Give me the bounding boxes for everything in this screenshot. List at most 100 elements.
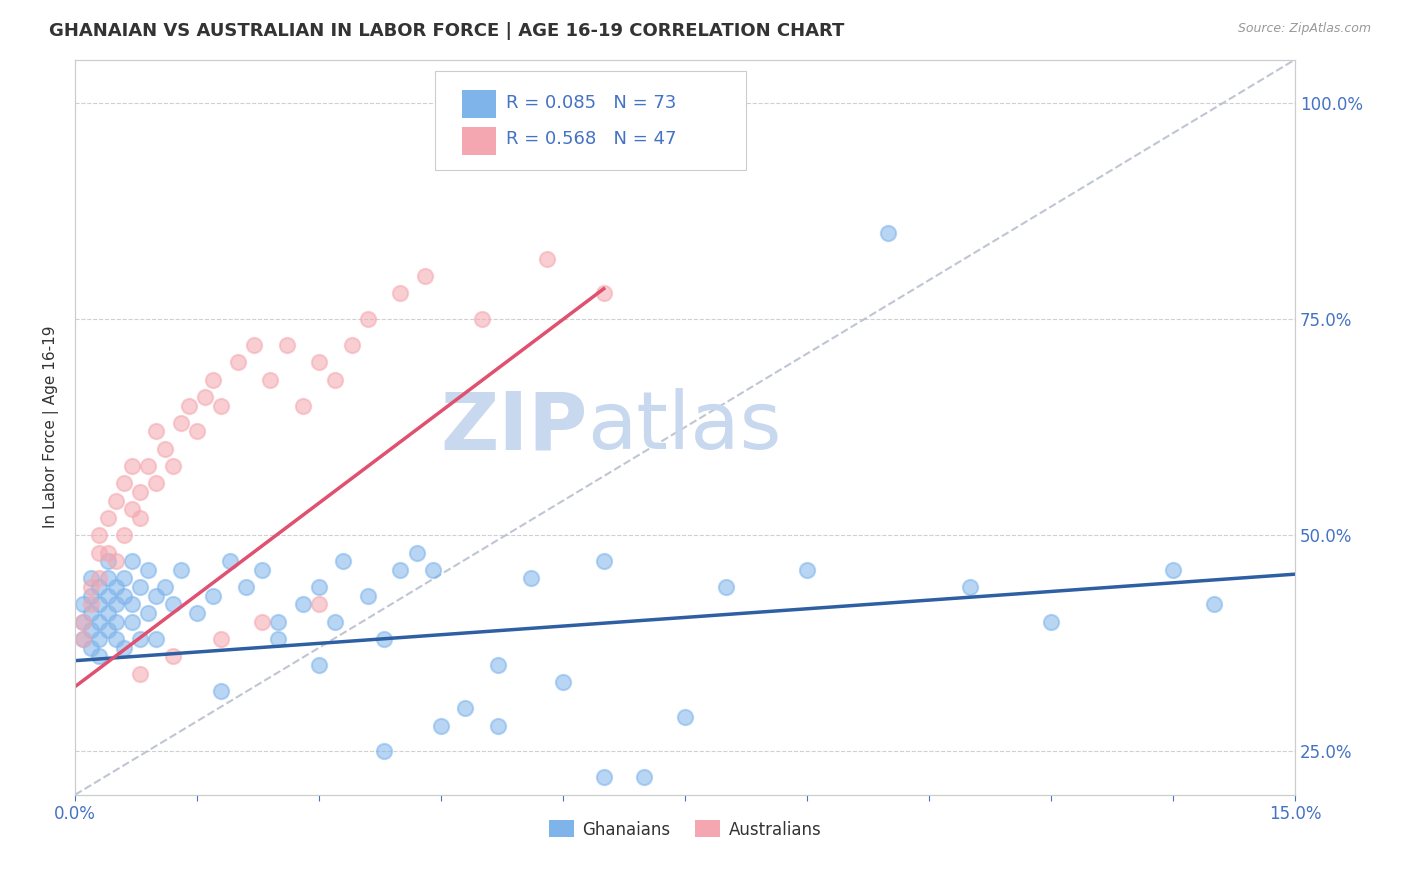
Point bbox=[536, 252, 558, 266]
Point bbox=[97, 545, 120, 559]
Point bbox=[89, 572, 111, 586]
Point bbox=[136, 563, 159, 577]
Bar bbox=[461, 128, 496, 155]
Point bbox=[430, 718, 453, 732]
Point bbox=[97, 606, 120, 620]
FancyBboxPatch shape bbox=[434, 70, 747, 169]
Point bbox=[519, 572, 541, 586]
Point bbox=[121, 598, 143, 612]
Point bbox=[80, 598, 103, 612]
Point bbox=[80, 606, 103, 620]
Point bbox=[89, 615, 111, 629]
Point bbox=[72, 615, 94, 629]
Point bbox=[112, 528, 135, 542]
Point bbox=[422, 563, 444, 577]
Point bbox=[104, 554, 127, 568]
Point bbox=[72, 632, 94, 646]
Point bbox=[235, 580, 257, 594]
Point bbox=[177, 399, 200, 413]
Point bbox=[80, 589, 103, 603]
Point bbox=[162, 598, 184, 612]
Point bbox=[714, 580, 737, 594]
Point bbox=[250, 563, 273, 577]
Point bbox=[129, 511, 152, 525]
Point bbox=[592, 554, 614, 568]
Y-axis label: In Labor Force | Age 16-19: In Labor Force | Age 16-19 bbox=[44, 326, 59, 528]
Point bbox=[153, 580, 176, 594]
Point bbox=[129, 580, 152, 594]
Point bbox=[291, 598, 314, 612]
Point bbox=[121, 615, 143, 629]
Point bbox=[389, 286, 412, 301]
Point bbox=[308, 580, 330, 594]
Point bbox=[471, 312, 494, 326]
Point bbox=[332, 554, 354, 568]
Point bbox=[80, 580, 103, 594]
Point bbox=[276, 338, 298, 352]
Point bbox=[170, 416, 193, 430]
Bar bbox=[461, 90, 496, 119]
Point bbox=[145, 589, 167, 603]
Point bbox=[104, 615, 127, 629]
Point bbox=[202, 373, 225, 387]
Point bbox=[112, 572, 135, 586]
Point bbox=[340, 338, 363, 352]
Point bbox=[551, 675, 574, 690]
Point bbox=[308, 598, 330, 612]
Point bbox=[202, 589, 225, 603]
Point bbox=[1161, 563, 1184, 577]
Point bbox=[243, 338, 266, 352]
Point bbox=[129, 485, 152, 500]
Point bbox=[325, 615, 347, 629]
Point bbox=[959, 580, 981, 594]
Point bbox=[129, 632, 152, 646]
Point bbox=[97, 572, 120, 586]
Point bbox=[325, 373, 347, 387]
Point bbox=[218, 554, 240, 568]
Point bbox=[267, 615, 290, 629]
Point bbox=[145, 425, 167, 439]
Point bbox=[267, 632, 290, 646]
Point bbox=[454, 701, 477, 715]
Point bbox=[308, 657, 330, 672]
Point bbox=[89, 545, 111, 559]
Text: R = 0.085   N = 73: R = 0.085 N = 73 bbox=[506, 94, 676, 112]
Point bbox=[413, 268, 436, 283]
Point bbox=[194, 390, 217, 404]
Point bbox=[486, 718, 509, 732]
Point bbox=[89, 632, 111, 646]
Point bbox=[153, 442, 176, 456]
Point bbox=[373, 744, 395, 758]
Point bbox=[486, 657, 509, 672]
Point bbox=[877, 226, 900, 240]
Point bbox=[308, 355, 330, 369]
Point bbox=[104, 598, 127, 612]
Point bbox=[1202, 598, 1225, 612]
Point bbox=[633, 771, 655, 785]
Point bbox=[405, 545, 427, 559]
Point bbox=[104, 493, 127, 508]
Point bbox=[97, 589, 120, 603]
Point bbox=[211, 399, 233, 413]
Point bbox=[89, 528, 111, 542]
Point bbox=[97, 554, 120, 568]
Point bbox=[89, 598, 111, 612]
Point bbox=[136, 459, 159, 474]
Point bbox=[112, 589, 135, 603]
Point bbox=[389, 563, 412, 577]
Point bbox=[145, 632, 167, 646]
Legend: Ghanaians, Australians: Ghanaians, Australians bbox=[543, 814, 828, 846]
Point bbox=[226, 355, 249, 369]
Point bbox=[104, 632, 127, 646]
Point bbox=[112, 640, 135, 655]
Point bbox=[72, 632, 94, 646]
Point bbox=[796, 563, 818, 577]
Point bbox=[89, 649, 111, 664]
Point bbox=[104, 580, 127, 594]
Point bbox=[592, 771, 614, 785]
Point bbox=[89, 580, 111, 594]
Text: Source: ZipAtlas.com: Source: ZipAtlas.com bbox=[1237, 22, 1371, 36]
Point bbox=[357, 312, 380, 326]
Point bbox=[121, 502, 143, 516]
Point bbox=[373, 632, 395, 646]
